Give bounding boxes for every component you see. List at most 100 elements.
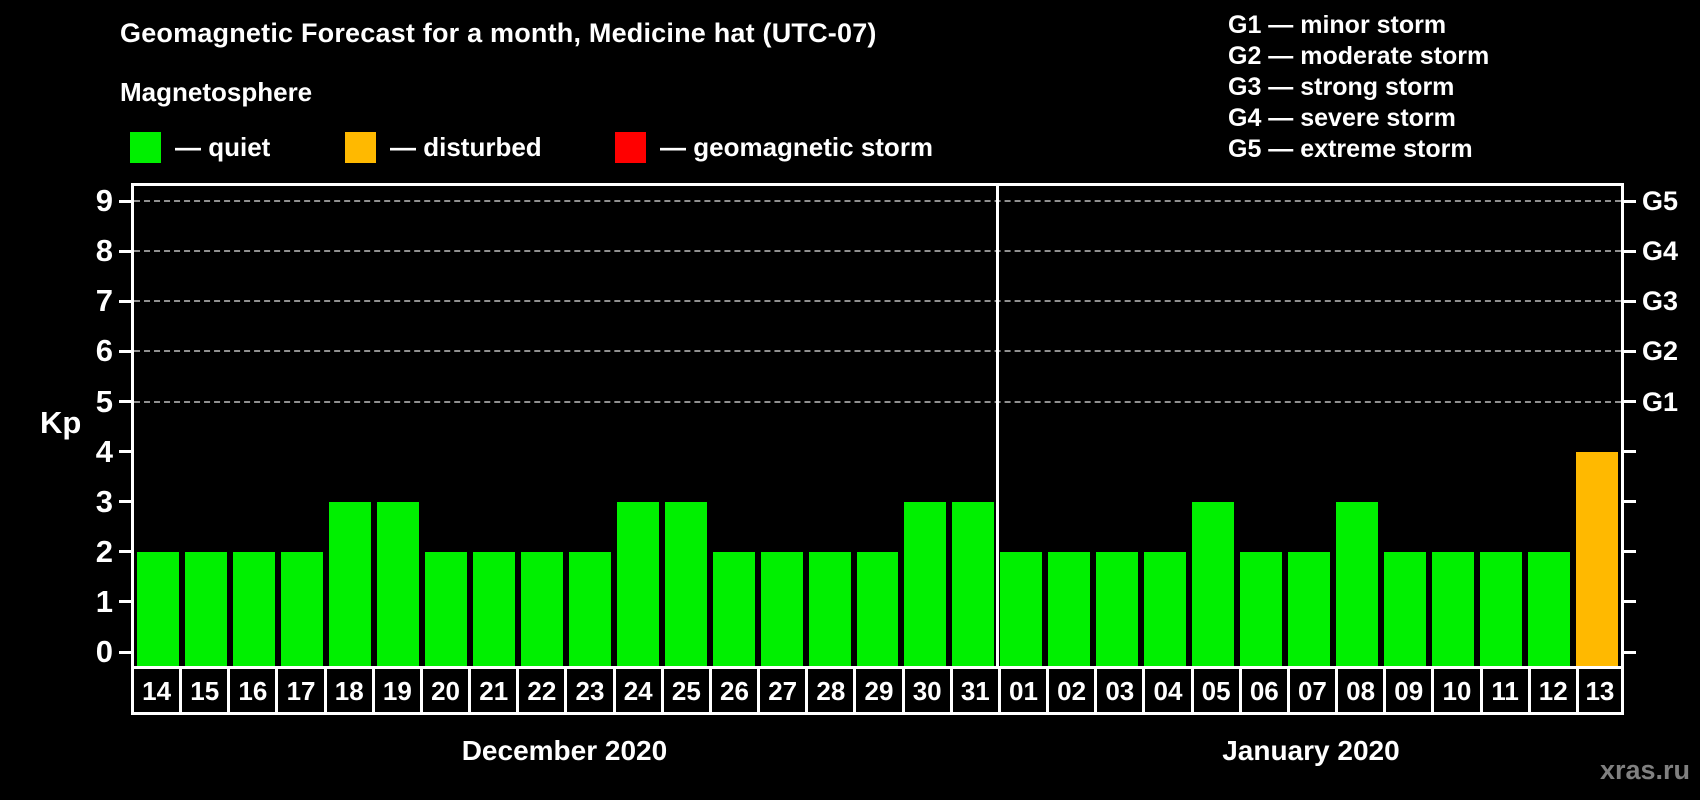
plot-area xyxy=(131,183,1624,669)
kp-bar-09 xyxy=(1384,551,1427,669)
left-tick-0 xyxy=(119,650,131,654)
g-legend-line: G4 — severe storm xyxy=(1228,104,1456,132)
kp-bar-04 xyxy=(1144,551,1187,669)
y-tick-label-8: 8 xyxy=(95,233,113,269)
right-tick-1 xyxy=(1624,600,1636,604)
legend-item-storm: — geomagnetic storm xyxy=(615,130,933,164)
left-tick-7 xyxy=(119,299,131,303)
day-cell-27: 27 xyxy=(757,666,809,715)
left-tick-5 xyxy=(119,400,131,403)
day-cell-04: 04 xyxy=(1142,666,1194,715)
kp-bar-06 xyxy=(1240,551,1283,669)
right-tick-2 xyxy=(1624,550,1636,554)
day-cell-20: 20 xyxy=(419,666,472,715)
y-tick-label-7: 7 xyxy=(95,283,113,319)
kp-bar-12 xyxy=(1528,551,1571,669)
g-level-label-G5: G5 xyxy=(1642,186,1679,217)
day-cell-08: 08 xyxy=(1335,666,1387,715)
kp-bar-25 xyxy=(664,501,707,669)
y-tick-label-2: 2 xyxy=(95,533,113,569)
kp-bar-20 xyxy=(424,551,467,669)
day-cell-14: 14 xyxy=(131,666,183,715)
kp-bar-10 xyxy=(1432,551,1475,669)
gridline-kp8 xyxy=(134,250,1621,253)
kp-bar-15 xyxy=(184,551,227,669)
day-cell-29: 29 xyxy=(853,666,905,715)
g-level-label-G2: G2 xyxy=(1642,336,1679,367)
g-level-label-G1: G1 xyxy=(1642,386,1679,417)
day-cell-05: 05 xyxy=(1190,666,1242,715)
magnetosphere-legend: — quiet — disturbed — geomagnetic storm xyxy=(0,130,1100,170)
month-separator xyxy=(995,186,999,669)
kp-bar-16 xyxy=(232,551,275,669)
kp-bar-02 xyxy=(1048,551,1091,669)
gridline-kp7 xyxy=(134,300,1621,303)
day-cell-16: 16 xyxy=(227,666,279,715)
day-cell-22: 22 xyxy=(516,666,568,715)
kp-bar-27 xyxy=(760,551,803,669)
day-cell-11: 11 xyxy=(1479,666,1531,715)
day-cell-30: 30 xyxy=(901,666,953,715)
gridline-kp6 xyxy=(134,350,1621,353)
kp-bar-23 xyxy=(568,551,611,669)
right-tick-3 xyxy=(1624,500,1636,504)
y-tick-label-5: 5 xyxy=(95,383,113,419)
left-tick-3 xyxy=(119,500,131,504)
day-cell-12: 12 xyxy=(1527,666,1579,715)
kp-bar-29 xyxy=(856,551,899,669)
y-tick-label-3: 3 xyxy=(95,483,113,519)
left-tick-8 xyxy=(119,249,131,253)
day-cell-15: 15 xyxy=(179,666,231,715)
month-label-january: January 2020 xyxy=(1222,735,1400,766)
kp-bar-22 xyxy=(520,551,563,669)
day-cell-21: 21 xyxy=(468,666,520,715)
kp-bar-07 xyxy=(1288,551,1331,669)
kp-bar-21 xyxy=(472,551,515,669)
g-scale-legend: G1 — minor storm G2 — moderate storm G3 — … xyxy=(1228,10,1489,165)
day-cell-03: 03 xyxy=(1094,666,1146,715)
kp-bar-13 xyxy=(1576,451,1618,669)
legend-label-quiet: — quiet xyxy=(175,131,271,162)
y-tick-label-0: 0 xyxy=(95,634,113,669)
kp-bar-05 xyxy=(1192,501,1235,669)
y-axis-label: Kp xyxy=(40,405,82,440)
y-tick-label-6: 6 xyxy=(95,333,113,369)
day-cell-31: 31 xyxy=(949,666,1001,715)
kp-bar-30 xyxy=(904,501,947,669)
kp-bar-11 xyxy=(1480,551,1523,669)
kp-bar-31 xyxy=(952,501,995,669)
day-cell-28: 28 xyxy=(805,666,857,715)
y-tick-label-9: 9 xyxy=(95,183,113,219)
day-cell-01: 01 xyxy=(997,666,1050,715)
day-cell-26: 26 xyxy=(708,666,761,715)
day-cell-13: 13 xyxy=(1575,666,1624,715)
kp-bar-24 xyxy=(616,501,659,669)
day-cell-09: 09 xyxy=(1383,666,1435,715)
g-level-label-G4: G4 xyxy=(1642,236,1679,267)
gridline-kp9 xyxy=(134,200,1621,203)
right-tick-5 xyxy=(1624,400,1636,403)
quiet-color-swatch xyxy=(130,131,161,163)
right-tick-6 xyxy=(1624,349,1636,353)
day-cell-23: 23 xyxy=(564,666,616,715)
day-cell-10: 10 xyxy=(1431,666,1483,715)
left-tick-1 xyxy=(119,600,131,604)
day-cell-06: 06 xyxy=(1238,666,1290,715)
right-tick-7 xyxy=(1624,299,1636,303)
day-cell-18: 18 xyxy=(323,666,375,715)
kp-bar-14 xyxy=(137,551,179,669)
g-legend-line: G2 — moderate storm xyxy=(1228,42,1490,70)
g-legend-line: G5 — extreme storm xyxy=(1228,135,1473,163)
day-cell-07: 07 xyxy=(1286,666,1339,715)
right-tick-9 xyxy=(1624,199,1636,203)
kp-bar-26 xyxy=(712,551,755,669)
month-label-december: December 2020 xyxy=(461,735,668,766)
g-level-label-G3: G3 xyxy=(1642,286,1679,317)
g-legend-line: G3 — strong storm xyxy=(1228,73,1455,101)
kp-bar-28 xyxy=(808,551,851,669)
y-tick-label-1: 1 xyxy=(95,583,113,619)
gridline-kp5 xyxy=(134,400,1621,403)
kp-bar-01 xyxy=(1000,551,1043,669)
kp-bar-17 xyxy=(280,551,323,669)
